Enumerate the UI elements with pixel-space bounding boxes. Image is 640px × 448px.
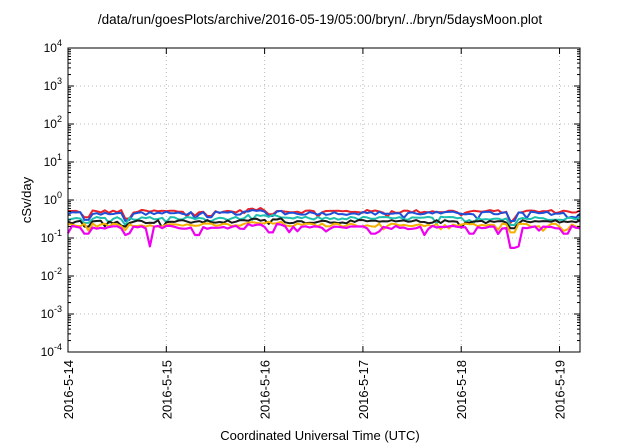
x-tick-label: 2016-5-17 xyxy=(356,360,371,419)
y-tick-label: 10-4 xyxy=(41,342,62,359)
y-tick-label: 10-3 xyxy=(41,304,62,321)
y-axis-label: cSv/day xyxy=(19,176,34,223)
y-tick-label: 102 xyxy=(44,114,62,131)
x-tick-label: 2016-5-19 xyxy=(553,360,568,419)
y-tick-label: 104 xyxy=(44,38,62,55)
x-axis-label: Coordinated Universal Time (UTC) xyxy=(220,428,420,443)
y-tick-label: 100 xyxy=(44,190,62,207)
y-tick-label: 10-1 xyxy=(41,228,62,245)
y-tick-label: 10-2 xyxy=(41,266,62,283)
y-tick-label: 101 xyxy=(44,152,62,169)
series-line xyxy=(67,222,581,249)
y-axis-label-group: cSv/day xyxy=(19,176,34,223)
x-tick-label: 2016-5-14 xyxy=(61,360,76,419)
series-line xyxy=(67,209,581,222)
grid-lines xyxy=(68,48,580,352)
x-tick-label: 2016-5-18 xyxy=(454,360,469,419)
x-tick-label: 2016-5-15 xyxy=(159,360,174,419)
series-line xyxy=(67,213,581,226)
chart-title: /data/run/goesPlots/archive/2016-05-19/0… xyxy=(97,12,543,27)
series-line xyxy=(67,207,581,224)
series-line xyxy=(67,217,581,230)
y-tick-label: 103 xyxy=(44,76,62,93)
x-tick-label: 2016-5-16 xyxy=(258,360,273,419)
series-lines xyxy=(67,207,581,249)
axis-ticks: 10-4 10-3 10-2 10-1 100 101 102 103 104 2016-5-14… xyxy=(41,38,580,419)
